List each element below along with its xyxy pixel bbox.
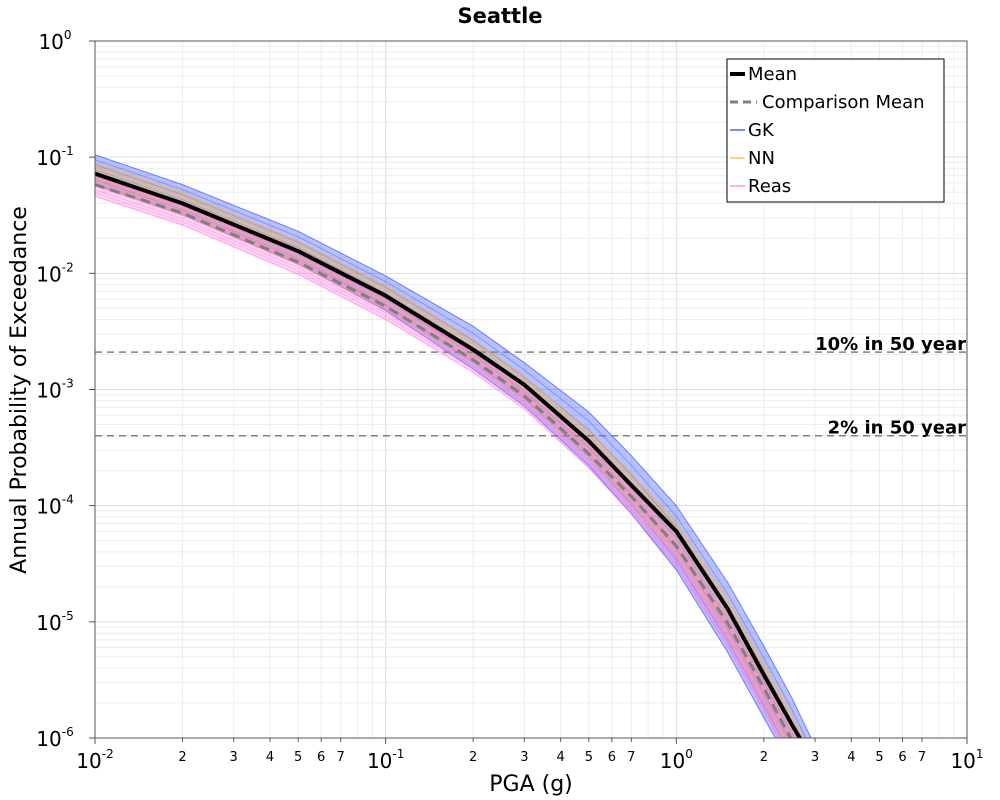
x-minor-tick-label: 2 [469,750,477,765]
band-member-line [95,173,795,738]
x-minor-tick-label: 5 [294,750,302,765]
band-member-line [95,192,782,738]
legend-entry: NN [730,148,775,169]
legend: Mean Comparison Mean GK NN Reas [726,58,945,203]
x-tick-label: 10-2 [76,747,113,773]
annotations: 10% in 50 year 2% in 50 year [815,334,966,439]
x-minor-tick-label: 7 [337,750,345,765]
x-minor-tick-label: 3 [811,750,819,765]
x-minor-tick-label: 3 [230,750,238,765]
band-member-line [95,179,783,738]
band-member-line [95,174,789,738]
x-minor-tick-label: 6 [317,750,325,765]
reference-lines [95,351,967,437]
band-member-line [95,164,801,738]
y-tick-label: 10-4 [36,493,73,519]
y-tick-label: 10-2 [36,260,73,286]
x-minor-tick-label: 2 [178,750,186,765]
band-nn [95,161,805,738]
legend-label: Comparison Mean [762,92,925,113]
x-minor-tick-label: 5 [585,750,593,765]
legend-label: Mean [748,64,797,85]
x-tick-label: 100 [660,747,693,773]
x-minor-tick-label: 4 [847,750,855,765]
annotation-label: 2% in 50 year [828,418,966,439]
legend-label: NN [748,148,775,169]
x-minor-tick-label: 7 [627,750,635,765]
x-tick-label: 101 [950,747,983,773]
y-tick-label: 10-5 [36,609,73,635]
band-member-line [95,169,796,738]
x-minor-tick-label: 7 [918,750,926,765]
band-member-line [95,159,807,738]
x-axis-label: PGA (g) [489,772,573,797]
legend-entry: Mean [730,64,797,85]
legend-entry: GK [730,120,775,141]
legend-entry: Reas [730,176,791,197]
y-tick-label: 100 [38,28,71,54]
series-line-mean [95,171,803,738]
grid-lines [94,41,967,739]
band-reas [95,176,796,738]
legend-entry: Comparison Mean [730,92,925,113]
series-lines [95,171,803,738]
x-minor-tick-label: 4 [557,750,565,765]
x-minor-tick-label: 4 [266,750,274,765]
x-minor-tick-label: 3 [520,750,528,765]
legend-label: Reas [748,176,791,197]
x-tick-label: 10-1 [367,747,404,773]
band-gk [95,154,812,738]
x-minor-tick-label: 6 [898,750,906,765]
band-member-line [95,177,791,738]
band-member-line [95,186,787,738]
y-tick-label: 10-6 [36,725,73,751]
band-member-line [95,165,802,738]
x-minor-tick-label: 5 [875,750,883,765]
x-minor-tick-label: 2 [760,750,768,765]
band-member-line [95,189,785,738]
x-minor-tick-label: 6 [608,750,616,765]
y-tick-label: 10-3 [36,377,73,403]
legend-box [726,58,945,203]
legend-label: GK [748,120,775,141]
series-line-comparison-mean [95,183,793,738]
y-axis-label: Annual Probability of Exceedance [7,206,32,574]
y-tick-label: 10-1 [36,144,73,170]
chart-title: Seattle [457,4,542,28]
band-member-line [95,179,793,738]
annotation-label: 10% in 50 year [815,334,966,355]
